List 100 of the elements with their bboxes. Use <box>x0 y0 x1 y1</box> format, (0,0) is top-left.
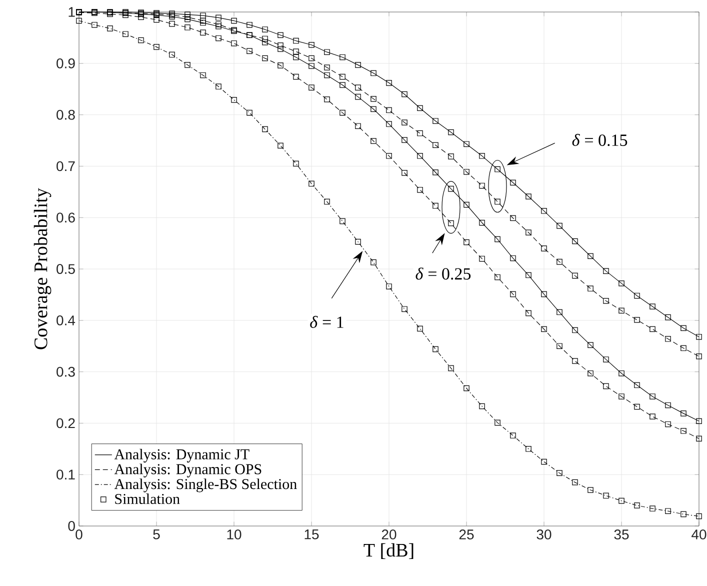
point <box>541 458 547 465</box>
point <box>262 36 268 42</box>
y-tick-label: 1 <box>68 7 75 17</box>
point <box>541 208 547 214</box>
legend-label: Simulation <box>115 493 180 504</box>
point <box>618 394 624 400</box>
point <box>634 502 640 508</box>
x-tick-label: 5 <box>153 530 160 540</box>
point <box>588 487 594 493</box>
point <box>510 180 516 186</box>
point <box>92 22 98 28</box>
y-tick-label: 0.1 <box>56 470 75 480</box>
point <box>650 414 656 420</box>
point <box>680 428 686 434</box>
point <box>340 74 346 80</box>
y-tick-label: 0.5 <box>56 264 75 274</box>
point <box>494 274 500 280</box>
point <box>154 44 160 50</box>
point <box>588 370 594 376</box>
point <box>650 394 656 400</box>
x-tick-label: 30 <box>536 530 552 540</box>
point <box>262 126 268 132</box>
point <box>107 26 113 32</box>
point <box>479 256 485 262</box>
point <box>464 141 470 147</box>
point <box>216 35 222 42</box>
point <box>324 64 330 70</box>
point <box>650 304 656 310</box>
point <box>402 137 408 143</box>
point <box>417 326 423 332</box>
point <box>696 418 702 424</box>
point <box>603 268 609 274</box>
point <box>603 383 609 390</box>
point <box>665 336 671 342</box>
point <box>386 121 392 127</box>
point <box>231 40 237 46</box>
point <box>696 334 702 340</box>
point <box>448 220 454 226</box>
point <box>246 110 252 116</box>
point <box>572 272 578 279</box>
point <box>526 272 532 278</box>
point <box>665 508 671 514</box>
point <box>665 421 671 428</box>
point <box>510 255 516 262</box>
point <box>184 14 190 20</box>
point <box>680 511 686 518</box>
point <box>200 30 206 36</box>
point <box>618 280 624 286</box>
point <box>278 32 284 38</box>
point <box>386 153 392 159</box>
point <box>680 345 686 352</box>
point <box>479 220 485 226</box>
point <box>556 470 562 476</box>
point <box>200 72 206 78</box>
point <box>308 42 314 48</box>
point <box>556 258 562 265</box>
point <box>184 24 190 30</box>
point <box>556 309 562 316</box>
y-tick-label: 0 <box>68 521 75 531</box>
point <box>184 12 190 18</box>
point <box>370 96 376 102</box>
point <box>402 91 408 98</box>
point <box>308 63 314 69</box>
point <box>293 38 299 44</box>
point <box>526 194 532 200</box>
point <box>246 48 252 54</box>
point <box>665 402 671 408</box>
point <box>526 230 532 236</box>
point <box>355 62 361 68</box>
point <box>340 54 346 60</box>
point <box>448 154 454 160</box>
point <box>680 325 686 331</box>
y-axis-title: Coverage Probability <box>34 188 52 350</box>
y-tick-label: 0.4 <box>56 315 76 326</box>
point <box>494 166 500 172</box>
point <box>634 404 640 410</box>
point <box>370 70 376 76</box>
point <box>293 74 299 80</box>
point <box>246 22 252 28</box>
point <box>340 82 346 88</box>
point <box>588 286 594 292</box>
y-tick-label: 0.7 <box>56 161 75 172</box>
point <box>634 316 640 323</box>
point <box>417 130 423 136</box>
point <box>494 236 500 242</box>
point <box>541 291 547 298</box>
point <box>432 169 438 176</box>
point <box>402 170 408 176</box>
point <box>386 284 392 290</box>
point <box>603 298 609 304</box>
point <box>479 153 485 159</box>
point <box>386 80 392 86</box>
point <box>696 353 702 360</box>
point <box>200 20 206 26</box>
point <box>231 96 237 103</box>
point <box>572 358 578 364</box>
point <box>370 106 376 112</box>
point <box>603 356 609 362</box>
point <box>293 48 299 54</box>
x-tick-label: 10 <box>227 530 242 540</box>
